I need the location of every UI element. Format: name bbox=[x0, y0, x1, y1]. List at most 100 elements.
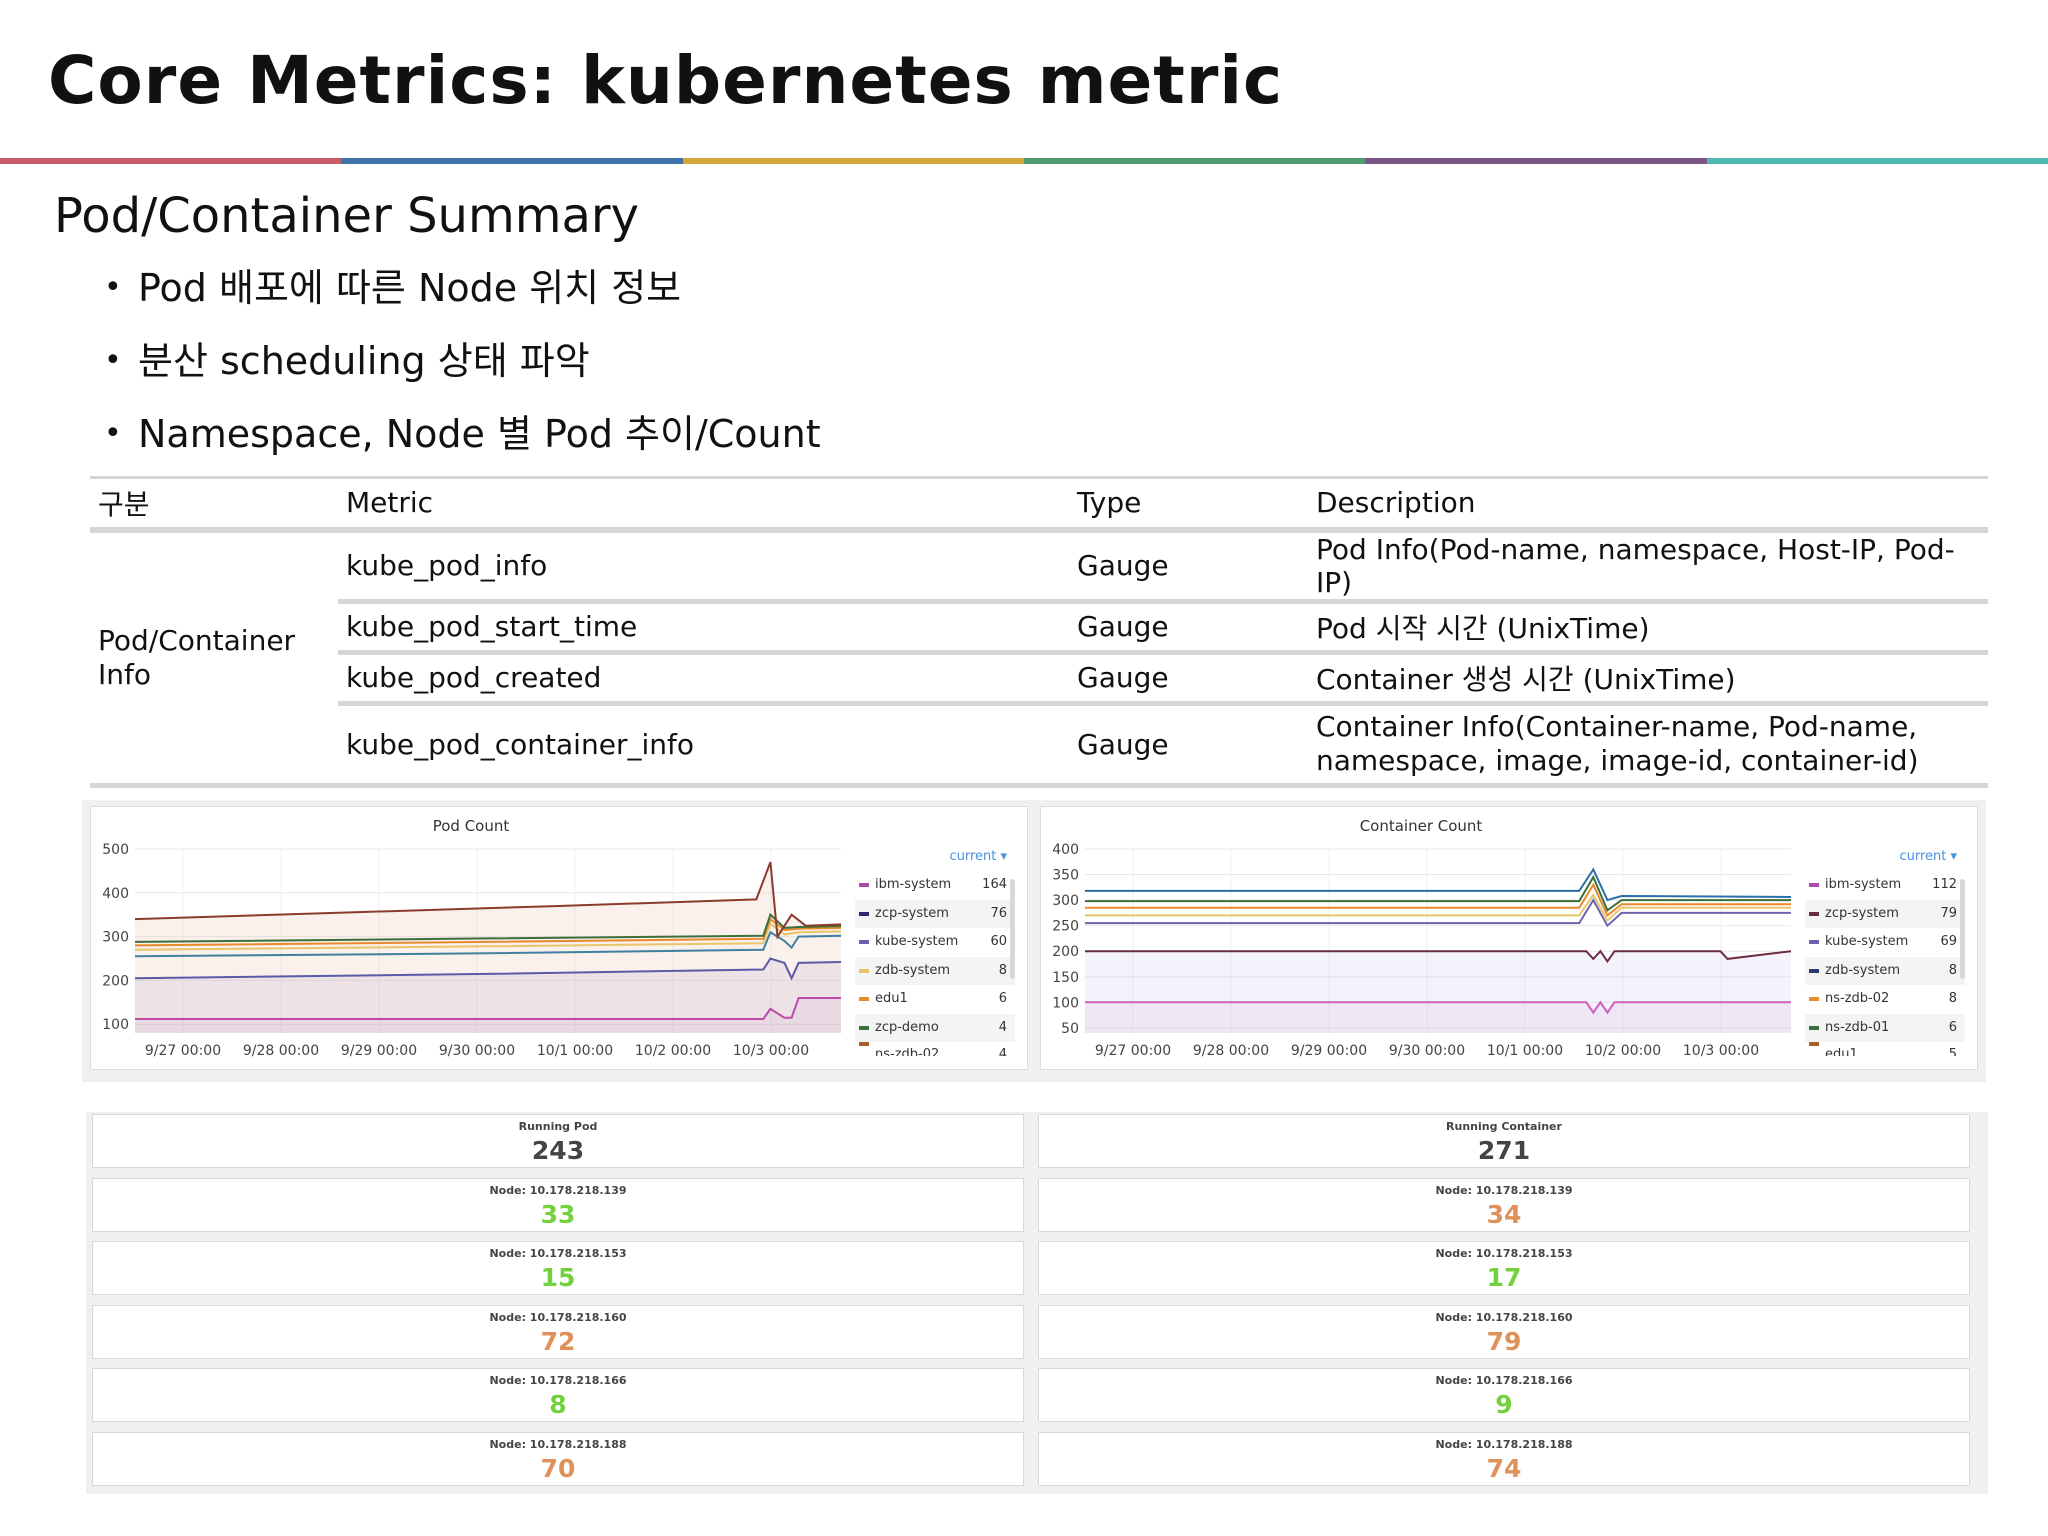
header-description: Description bbox=[1316, 486, 1476, 520]
bullet-dot-icon: • bbox=[104, 416, 122, 451]
chart-legend: current ▾ ibm-system 112 zcp-system 79 kube-s… bbox=[1805, 849, 1965, 1056]
legend-item[interactable]: ns-zdb-02 4 bbox=[855, 1042, 1015, 1056]
bullet-item: • 분산 scheduling 상태 파악 bbox=[104, 333, 821, 406]
y-tick-label: 400 bbox=[1052, 842, 1079, 858]
bullet-item: • Pod 배포에 따른 Node 위치 정보 bbox=[104, 260, 821, 333]
legend-scrollbar[interactable] bbox=[1010, 879, 1015, 979]
legend-swatch-icon bbox=[1809, 1042, 1819, 1046]
rule-segment bbox=[1023, 158, 1366, 164]
stat-label: Node: 10.178.218.160 bbox=[1435, 1310, 1573, 1324]
stat-panel: Node: 10.178.218.166 9 bbox=[1038, 1368, 1970, 1422]
stat-label: Node: 10.178.218.188 bbox=[489, 1437, 627, 1451]
legend-item[interactable]: ibm-system 112 bbox=[1805, 871, 1965, 900]
stat-label: Node: 10.178.218.160 bbox=[489, 1310, 627, 1324]
stat-value: 9 bbox=[1495, 1390, 1513, 1419]
legend-item[interactable]: zdb-system 8 bbox=[1805, 956, 1965, 985]
x-tick-label: 10/3 00:00 bbox=[733, 1043, 809, 1059]
series-line bbox=[1085, 874, 1791, 912]
legend-swatch-icon bbox=[859, 883, 869, 888]
legend-item[interactable]: kube-system 60 bbox=[855, 928, 1015, 957]
legend-item[interactable]: kube-system 69 bbox=[1805, 928, 1965, 957]
type-cell: Gauge bbox=[1077, 661, 1169, 694]
y-tick-label: 100 bbox=[1052, 995, 1079, 1011]
bullet-dot-icon: • bbox=[104, 343, 122, 378]
x-tick-label: 9/27 00:00 bbox=[145, 1043, 221, 1059]
slide-title: Core Metrics: kubernetes metric bbox=[48, 42, 1284, 119]
container-count-chart: 50 100 150 200 250 300 350 400 9/27 00:00 9/28 00… bbox=[1052, 842, 1792, 1059]
color-rule bbox=[0, 158, 2048, 164]
legend-sort-header[interactable]: current ▾ bbox=[1899, 849, 1957, 864]
series-area bbox=[135, 862, 841, 1033]
stat-value: 8 bbox=[549, 1390, 567, 1419]
metric-cell: kube_pod_container_info bbox=[346, 727, 694, 761]
x-tick-label: 9/28 00:00 bbox=[243, 1043, 319, 1059]
series-line bbox=[1085, 949, 1792, 964]
table-header-row: 구분 Metric Type Description bbox=[90, 477, 1988, 530]
bullet-dot-icon: • bbox=[104, 270, 122, 305]
legend-swatch-icon bbox=[1809, 1025, 1819, 1030]
category-line: Info bbox=[98, 657, 151, 691]
legend-label: ibm-system bbox=[875, 877, 952, 893]
y-tick-label: 350 bbox=[1052, 868, 1079, 884]
legend-value: 164 bbox=[982, 877, 1007, 893]
legend-item[interactable]: zcp-system 79 bbox=[1805, 899, 1965, 928]
series-area bbox=[135, 998, 841, 1033]
description-cell: Container 생성 시간 (UnixTime) bbox=[1316, 662, 1736, 696]
rule-segment bbox=[0, 158, 342, 164]
series-line bbox=[1085, 867, 1792, 902]
x-tick-label: 10/2 00:00 bbox=[1585, 1043, 1661, 1059]
bullet-text: Namespace, Node 별 Pod 추이/Count bbox=[138, 412, 821, 456]
x-tick-label: 10/1 00:00 bbox=[1487, 1043, 1563, 1059]
legend-label: ns-zdb-02 bbox=[1825, 991, 1890, 1007]
bullet-item: • Namespace, Node 별 Pod 추이/Count bbox=[104, 406, 821, 479]
legend-item[interactable]: edu1 6 bbox=[855, 985, 1015, 1014]
chart-title: Container Count bbox=[1359, 817, 1483, 835]
legend-value: 8 bbox=[998, 962, 1007, 978]
bullet-text: 분산 scheduling 상태 파악 bbox=[138, 339, 590, 383]
legend-item[interactable]: edu1 5 bbox=[1805, 1042, 1965, 1056]
legend-item[interactable]: zdb-system 8 bbox=[855, 956, 1015, 985]
legend-swatch-icon bbox=[859, 940, 869, 945]
stat-panel: Node: 10.178.218.188 70 bbox=[92, 1431, 1024, 1486]
stat-value: 17 bbox=[1486, 1263, 1522, 1292]
series-line bbox=[135, 997, 841, 1020]
legend-label: zcp-system bbox=[875, 905, 949, 921]
legend-sort-header[interactable]: current ▾ bbox=[949, 849, 1007, 864]
x-tick-label: 10/1 00:00 bbox=[537, 1043, 613, 1059]
stat-panel: Node: 10.178.218.153 17 bbox=[1038, 1241, 1970, 1295]
legend-item[interactable]: ns-zdb-01 6 bbox=[1805, 1013, 1965, 1042]
y-tick-label: 400 bbox=[102, 886, 129, 902]
type-cell: Gauge bbox=[1077, 727, 1169, 761]
y-tick-label: 100 bbox=[102, 1017, 129, 1033]
type-cell: Gauge bbox=[1077, 610, 1169, 643]
series-line bbox=[134, 912, 842, 943]
y-tick-label: 250 bbox=[1052, 919, 1079, 935]
series-line bbox=[1085, 893, 1791, 923]
x-tick-label: 10/3 00:00 bbox=[1683, 1043, 1759, 1059]
legend-item[interactable]: ibm-system 164 bbox=[855, 871, 1015, 900]
stat-value: 72 bbox=[540, 1326, 576, 1356]
legend-swatch-icon bbox=[1809, 940, 1819, 945]
legend-value: 6 bbox=[1948, 1019, 1957, 1035]
stat-panel: Node: 10.178.218.188 74 bbox=[1038, 1431, 1970, 1486]
metric-cell: kube_pod_created bbox=[346, 661, 602, 694]
legend-item[interactable]: zcp-demo 4 bbox=[855, 1013, 1015, 1042]
legend-item[interactable]: ns-zdb-02 8 bbox=[1805, 985, 1965, 1014]
stat-value: 271 bbox=[1477, 1136, 1531, 1165]
legend-scrollbar[interactable] bbox=[1960, 879, 1965, 979]
section-subtitle: Pod/Container Summary bbox=[54, 188, 640, 244]
pod-count-panel: Pod Count 100 200 300 400 500 9/27 00:00 9/28 … bbox=[90, 806, 1028, 1070]
stat-label: Node: 10.178.218.153 bbox=[1435, 1247, 1573, 1260]
stat-label: Node: 10.178.218.188 bbox=[1435, 1437, 1573, 1451]
header-category: 구분 bbox=[98, 487, 150, 521]
description-cell: Pod Info(Pod-name, namespace, Host-IP, P… bbox=[1316, 532, 1955, 599]
legend-item[interactable]: zcp-system 76 bbox=[855, 899, 1015, 928]
stat-panel: Node: 10.178.218.160 72 bbox=[92, 1304, 1024, 1359]
legend-label: kube-system bbox=[875, 934, 959, 950]
rule-segment bbox=[1706, 158, 2048, 164]
stat-label: Node: 10.178.218.153 bbox=[489, 1247, 627, 1260]
legend-label: ibm-system bbox=[1825, 877, 1902, 893]
stat-panel: Node: 10.178.218.160 79 bbox=[1038, 1304, 1970, 1359]
metric-cell: kube_pod_start_time bbox=[346, 610, 638, 643]
x-tick-label: 9/30 00:00 bbox=[1389, 1043, 1465, 1059]
